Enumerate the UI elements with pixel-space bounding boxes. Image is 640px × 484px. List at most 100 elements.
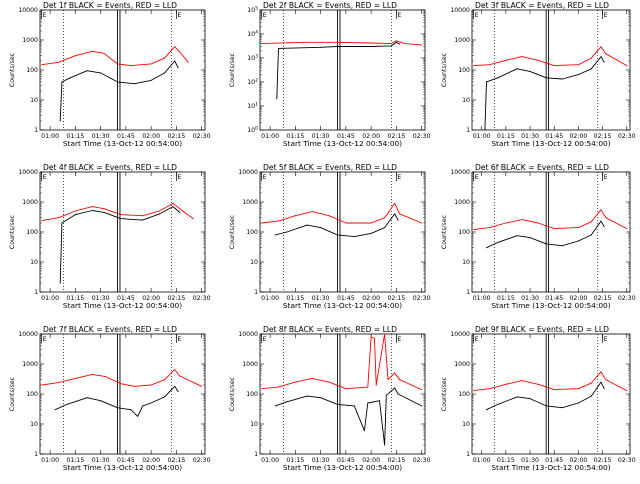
chart-4-x-tick-label: 01:45 bbox=[117, 295, 135, 302]
chart-5-title: Det 5f BLACK = Events, RED = LLD bbox=[263, 163, 397, 172]
chart-6-flag-label: E bbox=[604, 174, 608, 181]
chart-1-x-tick-label: 02:00 bbox=[142, 133, 160, 140]
chart-6-x-axis-label: Start Time (13-Oct-12 00:54:00) bbox=[491, 301, 610, 310]
chart-3-y-tick-label: 10000 bbox=[450, 7, 470, 14]
chart-8-series-2-point bbox=[394, 387, 396, 389]
chart-1-x-tick-label: 01:30 bbox=[92, 133, 110, 140]
chart-3-series-1-point bbox=[605, 53, 607, 55]
chart-8-title: Det 8f BLACK = Events, RED = LLD bbox=[263, 325, 397, 334]
chart-8-y-tick-label: 10 bbox=[250, 421, 258, 428]
chart-9-series-2-point bbox=[561, 407, 563, 409]
chart-6-series-2-point bbox=[600, 220, 602, 222]
chart-3-y-axis-label: Counts/sec bbox=[441, 52, 448, 87]
chart-4-series-2-point bbox=[61, 222, 63, 224]
chart-8-series-1-point bbox=[374, 338, 375, 340]
chart-6-x-tick-label: 02:15 bbox=[594, 295, 612, 302]
chart-5-series-1-point bbox=[370, 222, 372, 224]
chart-9-y-tick-label: 10000 bbox=[450, 331, 470, 338]
chart-5-group: Det 5f BLACK = Events, RED = LLD 1 10 100 10… bbox=[229, 163, 431, 310]
chart-1-series-1-point bbox=[150, 63, 152, 65]
chart-9-x-tick-label: 01:15 bbox=[497, 457, 515, 464]
chart-7-series-2-point bbox=[150, 402, 152, 404]
chart-3-series-2-point bbox=[484, 129, 486, 131]
chart-1-series-2-point bbox=[116, 81, 118, 83]
chart-2-x-tick-label: 01:15 bbox=[286, 133, 304, 140]
chart-5-series-2-point bbox=[394, 213, 396, 215]
chart-3-series-1-point bbox=[521, 56, 523, 58]
chart-4-series-1-point bbox=[58, 217, 59, 219]
chart-3-frame bbox=[471, 9, 631, 131]
chart-1-y-axis-label: Counts/sec bbox=[9, 52, 16, 87]
chart-5-y-axis-label: Counts/sec bbox=[229, 214, 236, 249]
chart-8-x-tick-label: 02:00 bbox=[362, 457, 380, 464]
chart-4-x-tick-label: 02:30 bbox=[193, 295, 211, 302]
chart-8-flag-label: E bbox=[397, 336, 401, 343]
chart-6-series-2-point bbox=[545, 243, 547, 245]
chart-1-series-2-point bbox=[59, 120, 61, 122]
chart-8-x-tick-label: 02:30 bbox=[413, 457, 431, 464]
chart-1-frame bbox=[39, 9, 206, 131]
chart-1-series-2-point bbox=[133, 83, 135, 85]
chart-6-series-2-point bbox=[590, 234, 592, 236]
chart-5-series-2-point bbox=[274, 234, 276, 236]
chart-3-title: Det 3f BLACK = Events, RED = LLD bbox=[475, 1, 609, 10]
chart-1-x-tick-label: 02:15 bbox=[167, 133, 185, 140]
chart-7-y-tick-label: 1 bbox=[34, 451, 38, 458]
chart-3-series-2-point bbox=[486, 81, 487, 83]
chart-8-series-2-point bbox=[336, 403, 338, 405]
chart-8-y-tick-label: 1000 bbox=[242, 361, 258, 368]
chart-1-x-tick-label: 02:30 bbox=[193, 133, 211, 140]
chart-7-x-tick-label: 02:15 bbox=[167, 457, 185, 464]
chart-3-series-1-point bbox=[489, 64, 491, 66]
chart-7-series-1-line bbox=[41, 369, 202, 387]
chart-1-series-1-point bbox=[130, 65, 132, 67]
chart-2-y-tick-label: 101 bbox=[247, 102, 258, 111]
chart-7-series-1-point bbox=[91, 373, 93, 375]
chart-2-title: Det 2f BLACK = Events, RED = LLD bbox=[263, 1, 397, 10]
chart-7-series-2-point bbox=[142, 405, 144, 407]
chart-8-y-tick-label: 100 bbox=[246, 391, 258, 398]
chart-9-series-2-point bbox=[577, 402, 579, 404]
chart-3-series-1-point bbox=[600, 46, 602, 48]
chart-7-series-2-point bbox=[130, 409, 132, 411]
chart-2-y-tick-label: 105 bbox=[247, 6, 258, 15]
chart-1-series-1-point bbox=[58, 61, 59, 63]
chart-4-series-1-point bbox=[103, 208, 105, 210]
chart-8-flag-label: E bbox=[263, 336, 267, 343]
chart-3-x-tick-label: 02:30 bbox=[618, 133, 636, 140]
chart-3-series-2-point bbox=[545, 77, 547, 79]
chart-6-x-tick-label: 01:15 bbox=[497, 295, 515, 302]
chart-7-series-2-line bbox=[55, 385, 179, 417]
chart-8-y-axis-label: Counts/sec bbox=[229, 376, 236, 411]
chart-8-series-1-point bbox=[384, 333, 386, 335]
chart-6-series-1-point bbox=[521, 219, 523, 221]
chart-7-flag-label: E bbox=[43, 336, 47, 343]
chart-1-series-1-point bbox=[116, 63, 118, 65]
chart-7-group: Det 7f BLACK = Events, RED = LLD 1 10 100 10… bbox=[9, 325, 211, 472]
chart-8-x-tick-label: 01:00 bbox=[261, 457, 279, 464]
chart-2-series-1-point bbox=[261, 43, 263, 45]
chart-1-series-1-point bbox=[103, 52, 105, 54]
chart-5-frame bbox=[259, 171, 426, 293]
chart-3-y-tick-label: 1000 bbox=[454, 37, 470, 44]
chart-4-series-1-point bbox=[41, 220, 43, 222]
chart-2-x-axis-label: Start Time (13-Oct-12 00:54:00) bbox=[283, 139, 402, 148]
chart-2-group: Det 2f BLACK = Events, RED = LLD 100 101 10… bbox=[229, 1, 431, 148]
chart-7-x-tick-label: 01:45 bbox=[117, 457, 135, 464]
chart-7-series-2-point bbox=[54, 409, 56, 411]
chart-4-series-2-point bbox=[103, 211, 105, 213]
chart-3-series-2-point bbox=[577, 74, 579, 76]
chart-5-series-1-point bbox=[278, 220, 279, 222]
chart-4-y-tick-label: 10000 bbox=[18, 169, 38, 176]
chart-5-y-tick-label: 1000 bbox=[242, 199, 258, 206]
chart-2-series-2-line bbox=[276, 41, 400, 99]
chart-6-y-tick-label: 10 bbox=[462, 259, 470, 266]
chart-7-series-1-point bbox=[120, 383, 122, 385]
chart-4-series-2-point bbox=[159, 213, 160, 215]
chart-7-x-tick-label: 01:15 bbox=[66, 457, 84, 464]
chart-8-series-2-point bbox=[367, 402, 369, 404]
chart-9-x-axis-label: Start Time (13-Oct-12 00:54:00) bbox=[491, 463, 610, 472]
chart-2-x-tick-label: 02:15 bbox=[387, 133, 405, 140]
chart-5-series-1-point bbox=[261, 222, 263, 224]
